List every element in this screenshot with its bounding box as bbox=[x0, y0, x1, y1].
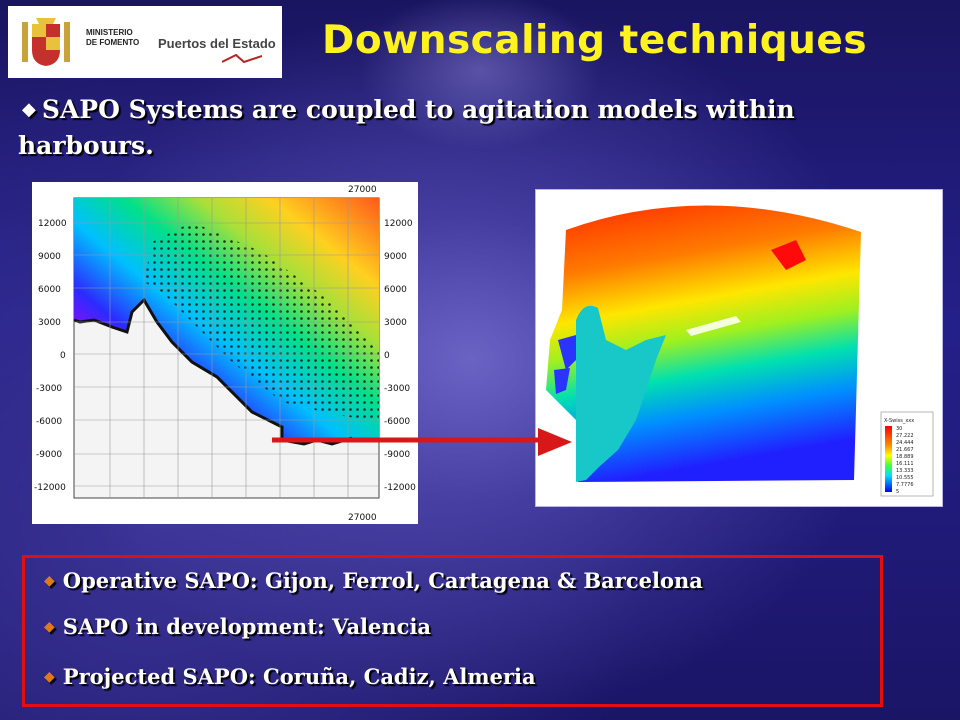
svg-text:12000: 12000 bbox=[38, 219, 67, 229]
harbour-agitation-model-map: X-Swiss_xxx 30 27.222 24.444 21.667 18.8… bbox=[535, 189, 943, 507]
svg-text:-3000: -3000 bbox=[36, 384, 62, 394]
svg-text:9000: 9000 bbox=[38, 252, 61, 262]
diamond-bullet-icon: ◆ bbox=[44, 619, 55, 635]
diamond-bullet-icon: ◆ bbox=[44, 573, 55, 589]
ministry-name: MINISTERIO DE FOMENTO bbox=[86, 28, 140, 47]
svg-text:9000: 9000 bbox=[384, 252, 407, 262]
intro-text: ◆ SAPO Systems are coupled to agitation m… bbox=[18, 92, 818, 164]
svg-text:13.333: 13.333 bbox=[896, 468, 914, 474]
svg-text:-6000: -6000 bbox=[36, 417, 62, 427]
svg-text:18.889: 18.889 bbox=[896, 454, 914, 460]
slide-title: Downscaling techniques bbox=[322, 18, 868, 63]
svg-text:30: 30 bbox=[896, 426, 902, 432]
svg-text:0: 0 bbox=[60, 351, 66, 361]
svg-text:6000: 6000 bbox=[384, 285, 407, 295]
svg-text:21.667: 21.667 bbox=[896, 447, 914, 453]
top-axis-tick: 27000 bbox=[348, 185, 377, 195]
offshore-map-graphic: 27000 27000 12000 9000 6000 3000 0 -3000… bbox=[34, 185, 416, 523]
legend-title: X-Swiss_xxx bbox=[884, 418, 914, 424]
list-item: ◆ SAPO in development: Valencia bbox=[44, 614, 432, 639]
intro-label: SAPO Systems are coupled to agitation mo… bbox=[18, 95, 795, 160]
svg-text:-12000: -12000 bbox=[384, 483, 416, 493]
spanish-coat-of-arms-icon bbox=[22, 18, 70, 66]
svg-text:7.7776: 7.7776 bbox=[896, 482, 914, 488]
svg-text:12000: 12000 bbox=[384, 219, 413, 229]
svg-text:-6000: -6000 bbox=[384, 417, 410, 427]
downscaling-arrow-icon bbox=[272, 428, 572, 456]
svg-text:24.444: 24.444 bbox=[896, 440, 914, 446]
svg-text:6000: 6000 bbox=[38, 285, 61, 295]
svg-text:-9000: -9000 bbox=[36, 450, 62, 460]
port-logo-icon bbox=[222, 54, 262, 64]
institution-logo: MINISTERIO DE FOMENTO Puertos del Estado bbox=[8, 6, 282, 78]
svg-text:0: 0 bbox=[384, 351, 390, 361]
svg-text:3000: 3000 bbox=[38, 318, 61, 328]
svg-text:10.555: 10.555 bbox=[896, 475, 914, 481]
port-authority-name: Puertos del Estado bbox=[158, 36, 276, 51]
svg-text:-3000: -3000 bbox=[384, 384, 410, 394]
sapo-status-box bbox=[22, 555, 883, 707]
list-item: ◆ Projected SAPO: Coruña, Cadiz, Almeria bbox=[44, 664, 536, 689]
bottom-axis-tick: 27000 bbox=[348, 513, 377, 523]
svg-text:3000: 3000 bbox=[384, 318, 407, 328]
offshore-wave-model-map: 27000 27000 12000 9000 6000 3000 0 -3000… bbox=[32, 182, 418, 524]
svg-text:-9000: -9000 bbox=[384, 450, 410, 460]
svg-text:-12000: -12000 bbox=[34, 483, 66, 493]
list-item: ◆ Operative SAPO: Gijon, Ferrol, Cartagen… bbox=[44, 568, 703, 593]
svg-text:27.222: 27.222 bbox=[896, 433, 914, 439]
diamond-bullet-icon: ◆ bbox=[44, 669, 55, 685]
diamond-bullet-icon: ◆ bbox=[22, 99, 36, 120]
svg-text:16.111: 16.111 bbox=[896, 461, 914, 467]
harbour-map-graphic: X-Swiss_xxx 30 27.222 24.444 21.667 18.8… bbox=[546, 205, 934, 497]
svg-text:5: 5 bbox=[896, 489, 899, 495]
